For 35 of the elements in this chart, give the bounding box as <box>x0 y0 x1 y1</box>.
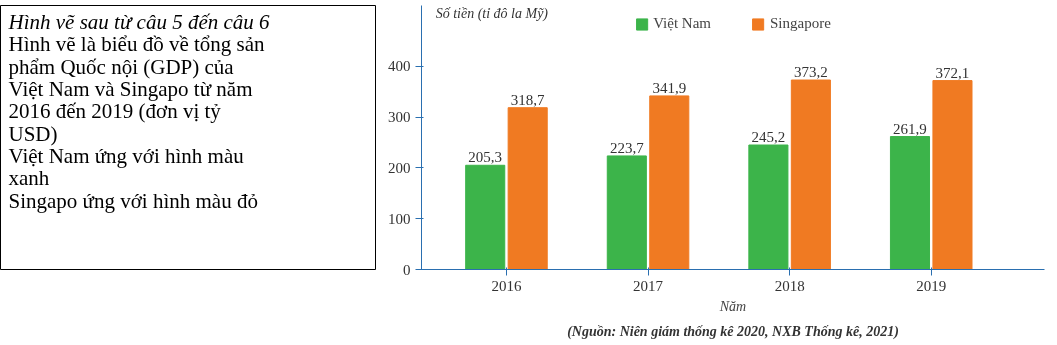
x-tick-label: 2017 <box>633 277 664 294</box>
data-label: 372,1 <box>935 64 970 81</box>
data-label: 205,3 <box>468 149 503 166</box>
bar <box>507 107 548 270</box>
y-tick-label: 400 <box>388 58 411 75</box>
data-label: 373,2 <box>794 64 828 81</box>
x-tick-label: 2018 <box>774 277 805 294</box>
text: xanh <box>8 166 50 191</box>
bar <box>790 79 831 270</box>
data-label: 261,9 <box>893 120 927 137</box>
text: USD) <box>8 121 58 146</box>
text: Hình vẽ là biểu đồ về tổng sản <box>8 32 266 57</box>
data-label: 318,7 <box>510 91 546 108</box>
bar <box>748 144 789 270</box>
y-tick-label: 300 <box>388 109 411 126</box>
x-tick-label: 2019 <box>916 277 947 294</box>
y-tick-label: 0 <box>403 261 411 278</box>
text: Hình vẽ sau từ câu 5 đến câu 6 <box>7 10 271 35</box>
data-label: 341,9 <box>652 79 687 96</box>
y-tick-label: 100 <box>388 210 411 227</box>
text: Singapo ứng với hình màu đỏ <box>8 188 258 213</box>
data-label: 245,2 <box>751 129 786 146</box>
data-label: 223,7 <box>609 139 645 156</box>
x-axis-title: Năm <box>718 298 747 314</box>
y-axis-title: Số tiền (tỉ đô la Mỹ) <box>435 5 549 22</box>
text: (Nguồn: Niên giám thống kê 2020, NXB Thống kê, 2021) <box>567 323 899 340</box>
y-tick-label: 200 <box>388 159 411 176</box>
bar <box>932 80 973 270</box>
bar <box>649 95 690 270</box>
bar <box>889 136 931 270</box>
legend-label: Singapore <box>770 15 831 32</box>
bar <box>465 164 506 270</box>
x-tick-label: 2016 <box>491 277 522 294</box>
legend-label: Việt Nam <box>653 15 712 32</box>
bar <box>606 155 647 270</box>
